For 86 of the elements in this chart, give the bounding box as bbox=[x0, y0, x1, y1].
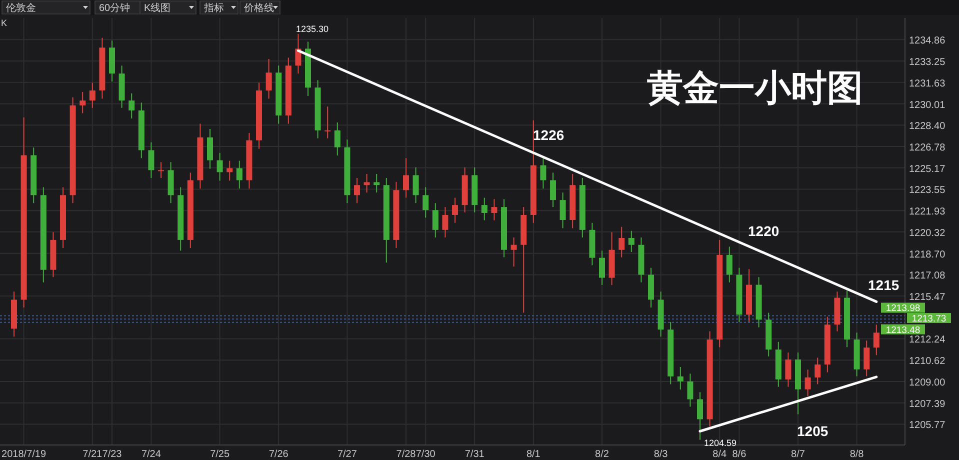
toolbar: 伦敦金 60分钟 K线图 指标 价格线 bbox=[0, 0, 959, 15]
annotation: 1235.30 bbox=[296, 24, 329, 34]
y-tick-label: 1221.93 bbox=[909, 206, 946, 218]
y-tick-label: 1212.24 bbox=[909, 334, 946, 346]
y-tick-label: 1210.62 bbox=[909, 356, 946, 368]
candlestick bbox=[324, 106, 331, 139]
candlestick bbox=[442, 206, 448, 238]
candlestick bbox=[481, 197, 488, 221]
annotation: 1205 bbox=[797, 423, 828, 439]
candlestick bbox=[354, 177, 360, 204]
y-tick-label: 1223.55 bbox=[909, 185, 946, 196]
y-tick-label: 1230.01 bbox=[909, 100, 946, 111]
candlestick bbox=[726, 246, 732, 283]
text: K bbox=[1, 18, 8, 28]
ref-line-label: 1213.48 bbox=[886, 324, 920, 336]
x-tick-label: 8/3 bbox=[654, 449, 668, 460]
y-tick-label: 1228.40 bbox=[909, 121, 946, 132]
candlestick bbox=[148, 142, 154, 178]
x-tick-label: 7/30 bbox=[416, 449, 436, 460]
x-tick-label: 2018/7/19 bbox=[2, 449, 46, 460]
candlestick bbox=[864, 340, 870, 377]
y-tick-label: 1231.63 bbox=[909, 78, 946, 90]
candlestick bbox=[80, 92, 86, 114]
x-tick-label: 7/21 bbox=[82, 449, 103, 460]
x-tick-label: 7/27 bbox=[337, 449, 358, 460]
candlestick bbox=[452, 197, 458, 224]
candlestick bbox=[873, 324, 880, 356]
candlestick bbox=[216, 152, 223, 182]
annotation: 1220 bbox=[748, 223, 780, 239]
x-tick-label: 8/8 bbox=[850, 449, 864, 460]
x-tick-label: 7/23 bbox=[102, 449, 122, 460]
text: 黄金一小时图 bbox=[647, 68, 863, 108]
x-tick-label: 7/28 bbox=[396, 449, 416, 460]
y-tick-label: 1234.86 bbox=[909, 36, 946, 47]
candlestick bbox=[618, 226, 625, 258]
candlestick bbox=[89, 82, 96, 108]
candlestick bbox=[226, 160, 233, 182]
y-tick-label: 1209.00 bbox=[909, 378, 946, 389]
x-tick-label: 8/6 bbox=[732, 449, 747, 460]
candlestick bbox=[403, 158, 409, 198]
candlestick bbox=[158, 162, 164, 178]
x-tick-label: 8/1 bbox=[526, 449, 541, 460]
candlestick bbox=[334, 122, 340, 156]
candlestick bbox=[560, 192, 566, 229]
y-tick-label: 1217.08 bbox=[909, 270, 946, 282]
x-tick-label: 7/26 bbox=[268, 449, 289, 460]
candlestick bbox=[432, 202, 438, 238]
x-tick-label: 8/7 bbox=[791, 449, 806, 460]
candlestick bbox=[422, 186, 429, 218]
x-tick-label: 7/25 bbox=[210, 449, 230, 460]
candlestick bbox=[550, 172, 556, 208]
candlestick bbox=[236, 160, 242, 190]
candlestick bbox=[687, 373, 694, 408]
candlestick bbox=[295, 33, 302, 74]
candlestick bbox=[628, 230, 634, 252]
y-tick-label: 1226.78 bbox=[909, 142, 946, 154]
y-tick-label: 1207.39 bbox=[909, 398, 946, 410]
annotation: 1204.59 bbox=[704, 438, 737, 448]
x-tick-label: 8/2 bbox=[595, 449, 610, 460]
candlestick bbox=[128, 92, 135, 119]
candlestick bbox=[804, 369, 811, 397]
candlestick bbox=[599, 250, 605, 286]
ref-line-label: 1213.73 bbox=[912, 314, 946, 325]
y-tick-label: 1215.47 bbox=[909, 292, 946, 304]
candlestick bbox=[266, 58, 272, 100]
y-tick-label: 1218.70 bbox=[909, 249, 946, 260]
candlestick bbox=[491, 198, 498, 221]
y-tick-label: 1205.77 bbox=[909, 420, 946, 432]
candlestick bbox=[207, 128, 213, 170]
candlestick bbox=[540, 158, 546, 190]
y-tick-label: 1225.17 bbox=[909, 164, 946, 175]
candlestick bbox=[374, 173, 380, 193]
candlestick bbox=[814, 357, 821, 385]
candlestick bbox=[412, 166, 419, 204]
y-tick-label: 1220.32 bbox=[909, 228, 946, 239]
candlestick bbox=[785, 352, 792, 388]
candlestick bbox=[677, 366, 684, 390]
annotation: 1215 bbox=[868, 277, 900, 293]
x-tick-label: 8/4 bbox=[712, 449, 727, 460]
candlestick bbox=[364, 173, 370, 193]
x-tick-label: 7/31 bbox=[464, 449, 485, 460]
ref-line-label: 1213.98 bbox=[886, 303, 920, 314]
y-tick-label: 1233.25 bbox=[909, 56, 946, 68]
candlestick bbox=[510, 236, 517, 268]
x-tick-label: 7/24 bbox=[141, 449, 162, 460]
candlestick bbox=[697, 392, 703, 440]
